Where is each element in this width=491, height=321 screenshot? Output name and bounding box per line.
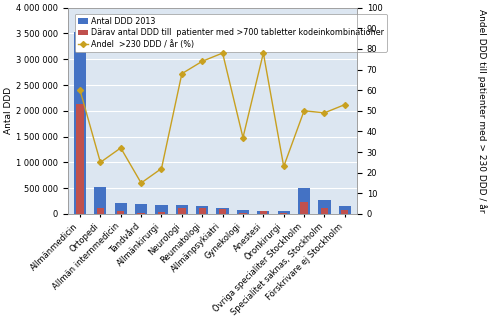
Andel  >230 DDD / år (%)	[118, 146, 124, 150]
Andel  >230 DDD / år (%)	[281, 165, 287, 169]
Bar	[135, 204, 147, 214]
Andel  >230 DDD / år (%)	[97, 160, 103, 164]
Bar	[94, 187, 107, 214]
Bar	[76, 104, 83, 214]
Bar	[280, 213, 287, 214]
Andel  >230 DDD / år (%)	[77, 88, 83, 92]
Bar	[219, 209, 226, 214]
Bar	[321, 209, 328, 214]
Bar	[74, 32, 86, 214]
Bar	[277, 211, 290, 214]
Bar	[339, 206, 351, 214]
Bar	[298, 187, 310, 214]
Bar	[114, 203, 127, 214]
Bar	[137, 213, 145, 214]
Bar	[196, 206, 208, 214]
Bar	[158, 213, 165, 214]
Bar	[198, 208, 206, 214]
Bar	[257, 211, 270, 214]
Andel  >230 DDD / år (%)	[179, 72, 185, 75]
Bar	[178, 209, 186, 214]
Bar	[260, 211, 267, 214]
Line: Andel  >230 DDD / år (%): Andel >230 DDD / år (%)	[78, 51, 347, 185]
Andel  >230 DDD / år (%)	[199, 59, 205, 63]
Andel  >230 DDD / år (%)	[138, 181, 144, 185]
Bar	[97, 208, 104, 214]
Bar	[341, 210, 349, 214]
Legend: Antal DDD 2013, Därav antal DDD till  patienter med >700 tabletter kodeinkombina: Antal DDD 2013, Därav antal DDD till pat…	[75, 14, 387, 52]
Andel  >230 DDD / år (%)	[260, 51, 266, 55]
Y-axis label: Antal DDD: Antal DDD	[4, 87, 13, 134]
Bar	[237, 210, 249, 214]
Bar	[117, 211, 124, 214]
Andel  >230 DDD / år (%)	[322, 111, 327, 115]
Bar	[300, 202, 308, 214]
Y-axis label: Andel DDD till patienter med > 230 DDD / år: Andel DDD till patienter med > 230 DDD /…	[477, 9, 487, 213]
Andel  >230 DDD / år (%)	[219, 51, 225, 55]
Bar	[239, 213, 246, 214]
Bar	[217, 208, 229, 214]
Bar	[318, 200, 330, 214]
Andel  >230 DDD / år (%)	[301, 109, 307, 113]
Andel  >230 DDD / år (%)	[342, 103, 348, 107]
Bar	[176, 205, 188, 214]
Bar	[155, 205, 167, 214]
Andel  >230 DDD / år (%)	[159, 167, 164, 170]
Andel  >230 DDD / år (%)	[240, 136, 246, 140]
